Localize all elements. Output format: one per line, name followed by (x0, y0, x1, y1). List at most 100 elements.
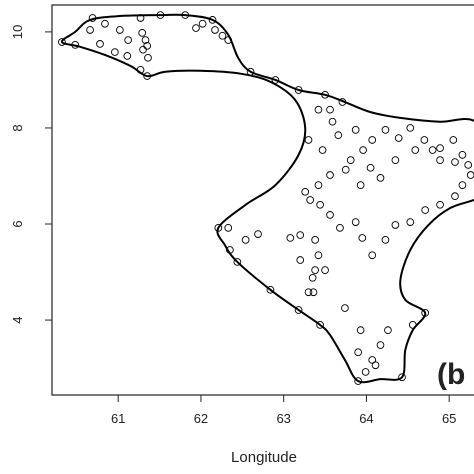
data-point (71, 41, 80, 49)
data-point (436, 200, 444, 209)
data-point (338, 98, 347, 106)
data-point (311, 236, 319, 244)
data-point (294, 306, 303, 314)
data-point (208, 16, 217, 24)
x-tick-label: 65 (442, 411, 456, 426)
data-point (458, 151, 467, 159)
data-point (311, 266, 319, 274)
data-point (376, 174, 385, 182)
data-point (436, 144, 444, 152)
data-point (368, 136, 377, 144)
data-point (86, 26, 94, 34)
y-tick-label: 4 (10, 316, 25, 323)
data-point (218, 31, 227, 40)
data-point (384, 326, 392, 335)
data-point (406, 218, 415, 226)
data-point (381, 236, 390, 244)
data-point (408, 321, 417, 329)
data-point (368, 251, 377, 260)
data-point (371, 361, 380, 370)
data-point (436, 156, 444, 164)
data-point (266, 285, 275, 294)
data-point (136, 14, 145, 22)
data-point (458, 181, 467, 189)
y-tick-label: 10 (10, 25, 25, 39)
data-point (304, 136, 313, 144)
data-point (306, 196, 315, 204)
data-point (139, 45, 147, 54)
data-point (421, 206, 430, 214)
data-point (358, 234, 367, 242)
data-point (138, 29, 147, 37)
data-point (336, 224, 344, 232)
data-point (214, 224, 223, 232)
data-point (451, 158, 459, 166)
data-point (156, 11, 165, 19)
data-point (359, 146, 367, 154)
y-tick-label: 6 (10, 220, 25, 227)
data-point (96, 40, 104, 48)
data-point (316, 321, 324, 329)
x-tick-label: 63 (276, 411, 290, 426)
data-point (391, 156, 400, 164)
data-point (361, 368, 370, 376)
data-point (123, 52, 132, 60)
data-point (398, 373, 406, 382)
data-point (334, 131, 343, 140)
data-point (111, 48, 119, 56)
data-point (192, 24, 200, 32)
data-point (301, 187, 310, 196)
data-point (314, 181, 323, 189)
data-point (391, 221, 400, 229)
data-point (254, 230, 262, 238)
data-point (271, 76, 280, 84)
data-point (88, 14, 97, 22)
data-point (314, 105, 323, 114)
data-point (309, 288, 318, 297)
data-point (328, 117, 337, 126)
data-point (428, 146, 437, 154)
data-point (136, 65, 145, 74)
data-point (226, 246, 234, 254)
plot-area (58, 11, 474, 385)
data-point (224, 224, 233, 232)
data-point (316, 200, 324, 209)
data-point (346, 156, 355, 164)
data-point (406, 124, 415, 132)
data-point (143, 72, 152, 80)
data-point (376, 341, 385, 349)
data-point (246, 67, 255, 76)
data-point (124, 36, 132, 44)
data-point (314, 251, 323, 260)
data-point (224, 36, 233, 44)
data-point (356, 181, 365, 189)
data-point (241, 236, 250, 244)
plot-frame (51, 4, 474, 396)
data-point (141, 36, 150, 44)
data-point (394, 134, 403, 142)
data-point (58, 38, 66, 46)
data-point (464, 161, 473, 169)
data-point (326, 105, 334, 114)
data-point (211, 26, 219, 34)
data-point (304, 288, 313, 297)
data-point (294, 86, 303, 94)
x-axis-label: Longitude (231, 449, 297, 466)
data-point (366, 163, 375, 172)
x-tick-label: 62 (194, 411, 208, 426)
data-point (381, 126, 390, 134)
data-point (116, 26, 124, 34)
data-point (341, 304, 349, 312)
panel-label: (b (437, 358, 465, 391)
x-tick-label: 64 (359, 411, 373, 426)
data-point (354, 377, 363, 385)
data-point (451, 192, 459, 201)
y-tick-label: 8 (10, 124, 25, 131)
data-point (286, 234, 295, 242)
data-point (296, 256, 305, 264)
data-point (466, 171, 474, 179)
data-point (326, 171, 334, 179)
data-point (354, 348, 363, 357)
data-point (421, 309, 430, 317)
data-point (308, 273, 317, 282)
